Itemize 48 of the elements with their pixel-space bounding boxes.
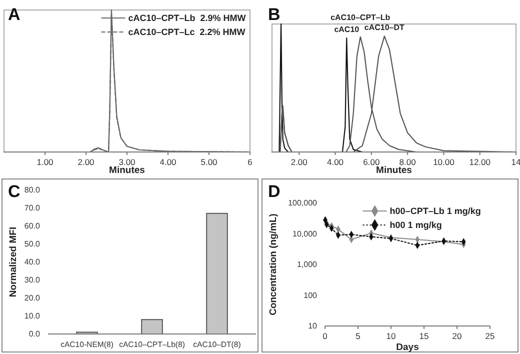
legend-label: cAC10–CPT–Lc 2.2% HMW xyxy=(128,26,246,37)
y-tick-label: 0.0 xyxy=(28,330,41,339)
x-axis-title: Days xyxy=(396,342,419,353)
text: C xyxy=(8,182,20,201)
y-tick-label: 50.0 xyxy=(24,240,41,249)
legend-label: cAC10–CPT–Lb 2.9% HMW xyxy=(128,12,246,23)
x-tick-label: 12.00 xyxy=(469,157,491,167)
annotation: cAC10 xyxy=(334,25,360,34)
y-tick-label: 40.0 xyxy=(24,258,41,267)
x-tick-label: 20 xyxy=(452,331,462,341)
x-axis-title: Minutes xyxy=(376,165,412,176)
y-axis-title: Concentration (ng/mL) xyxy=(268,214,279,316)
x-tick-label: 15 xyxy=(419,331,429,341)
x-tick-label: 2.00 xyxy=(290,157,308,167)
y-tick-label: 10,000 xyxy=(292,229,318,238)
annotation: A xyxy=(8,5,20,24)
text: D xyxy=(268,182,280,201)
x-tick-label: 1.00 xyxy=(36,157,54,167)
y-tick-label: 30.0 xyxy=(24,276,41,285)
x-tick-label: 10 xyxy=(386,331,396,341)
legend-label: h00–CPT–Lb 1 mg/kg xyxy=(390,206,481,216)
y-tick-label: 20.0 xyxy=(24,294,41,303)
annotation: cAC10–CPT–Lb xyxy=(330,13,390,22)
x-tick-label: 5.00 xyxy=(200,157,218,167)
x-tick-label: 2.00 xyxy=(78,157,95,167)
x-tick-label: 4.00 xyxy=(326,157,344,167)
annotation: B xyxy=(268,5,280,24)
y-axis-title: Normalized MFI xyxy=(8,226,19,298)
y-tick-label: 100 xyxy=(304,290,318,300)
y-tick-label: 10.0 xyxy=(24,312,41,321)
x-axis-title: Minutes xyxy=(109,165,145,176)
y-tick-label: 70.0 xyxy=(24,204,41,213)
y-tick-label: 80.0 xyxy=(24,186,41,195)
x-tick-label: 8.00 xyxy=(399,157,416,167)
x-tick-label: 6.00 xyxy=(363,157,380,167)
y-tick-label: 1,000 xyxy=(296,260,318,270)
x-tick-label: 3.00 xyxy=(118,157,136,167)
y-tick-label: 10 xyxy=(308,322,318,331)
legend-label: h00 1 mg/kg xyxy=(390,220,442,230)
y-tick-label: 100,000 xyxy=(288,198,318,208)
x-tick-label: 6 xyxy=(248,157,253,167)
x-tick-label: 5 xyxy=(356,331,361,341)
y-tick-label: 60.0 xyxy=(24,222,41,231)
annotation: cAC10–DT xyxy=(364,23,405,32)
x-tick-label: 0 xyxy=(322,331,328,341)
x-tick-label: 25 xyxy=(485,331,495,341)
x-tick-label: 4.00 xyxy=(160,157,177,167)
x-tick-label: 10.00 xyxy=(433,157,455,167)
